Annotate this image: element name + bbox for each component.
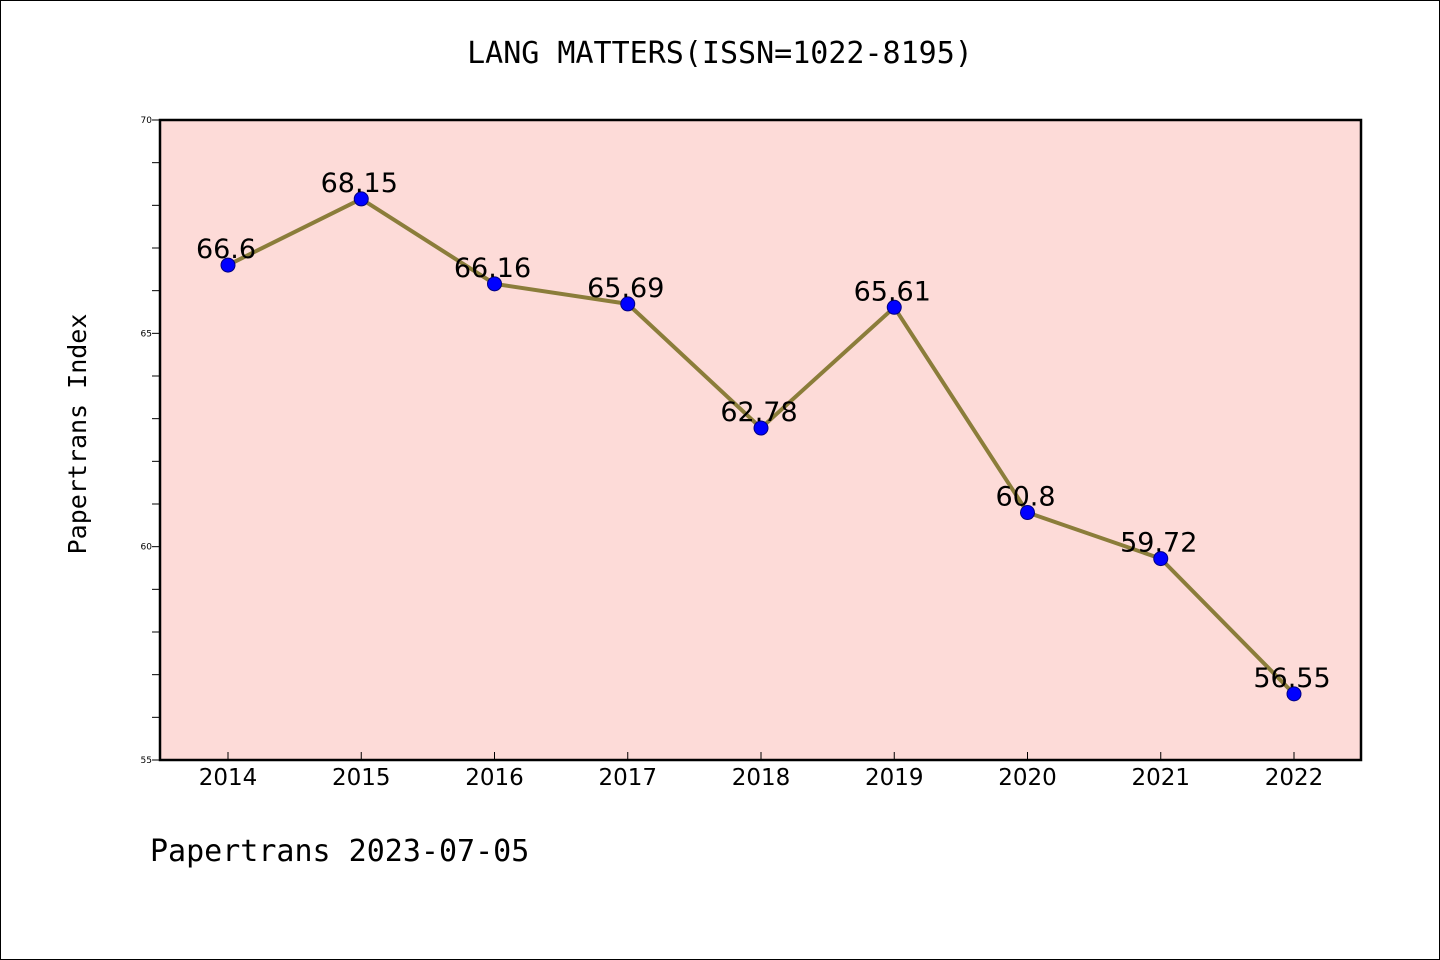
plot-border — [158, 118, 1363, 762]
x-axis-ticks: 2014 2015 2016 2017 2018 2019 2020 2021 2022 — [199, 752, 1324, 791]
x-tick-label: 2014 — [199, 765, 258, 791]
y-axis-label: Papertrans Index — [63, 314, 92, 555]
data-point — [353, 191, 369, 207]
data-label: 65.69 — [587, 273, 664, 304]
data-point — [220, 257, 236, 273]
footer-note: Papertrans 2023-07-05 — [150, 834, 530, 869]
data-label: 65.61 — [854, 276, 931, 307]
data-label: 66.6 — [196, 234, 256, 265]
x-tick-label: 2021 — [1131, 765, 1190, 791]
data-label: 60.8 — [995, 482, 1055, 513]
data-label: 56.55 — [1253, 663, 1330, 694]
data-point — [487, 276, 502, 292]
x-tick-label: 2017 — [598, 765, 657, 791]
data-label: 62.78 — [720, 397, 797, 428]
y-axis-ticks: 55 60 65 70 — [141, 116, 160, 766]
data-point — [1153, 551, 1169, 567]
chart-title: LANG MATTERS(ISSN=1022-8195) — [467, 36, 973, 71]
data-point — [1020, 505, 1035, 521]
data-point — [620, 296, 636, 312]
data-labels-group: 66.6 68.15 66.16 65.69 62.78 65.61 60.8 59.72 56… — [196, 168, 1331, 694]
data-point — [1286, 686, 1302, 702]
x-tick-label: 2015 — [332, 765, 391, 791]
points-group — [220, 191, 1302, 702]
y-tick-label: 65 — [141, 329, 152, 339]
data-label: 66.16 — [454, 253, 531, 284]
data-point — [753, 420, 769, 436]
x-tick-label: 2020 — [998, 765, 1057, 791]
data-label: 68.15 — [321, 168, 398, 199]
data-label: 59.72 — [1120, 528, 1197, 559]
y-tick-label: 60 — [141, 543, 153, 553]
x-tick-label: 2022 — [1265, 765, 1324, 791]
y-tick-label: 55 — [141, 756, 152, 766]
data-point — [886, 299, 902, 315]
plot-area — [160, 120, 1361, 760]
y-tick-label: 70 — [141, 116, 153, 126]
x-tick-label: 2019 — [865, 765, 924, 791]
x-tick-label: 2016 — [465, 765, 524, 791]
x-tick-label: 2018 — [732, 765, 791, 791]
